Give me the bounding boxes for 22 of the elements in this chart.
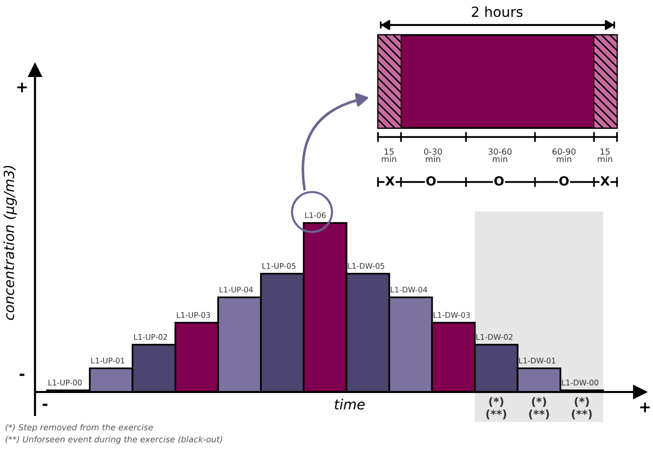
text: (*) (**)	[529, 397, 549, 420]
text: 30-60 min	[488, 148, 512, 162]
text: +	[17, 82, 27, 92]
text: 15 min	[598, 148, 612, 162]
text: (**) Unforseen event during the exercise (black-out)	[6, 436, 222, 444]
text: 15 min	[382, 148, 396, 162]
text: 60-90 min	[552, 148, 576, 162]
text: X	[385, 176, 395, 186]
text: X	[600, 176, 610, 186]
text: 2 hours	[472, 6, 522, 18]
text: O	[494, 176, 504, 186]
text: (*) (**)	[486, 397, 506, 420]
text: +	[640, 402, 650, 412]
y-axis-title: concentration (µg/m3)	[3, 166, 17, 320]
text: 0-30 min	[424, 148, 442, 162]
text: O	[559, 176, 569, 186]
text: (*) (**)	[572, 397, 592, 420]
text: (*) Step removed from the exercise	[6, 424, 153, 432]
text: O	[426, 176, 436, 186]
text: -	[42, 404, 48, 406]
x-axis-title: time	[334, 398, 365, 410]
text: -	[20, 374, 24, 376]
